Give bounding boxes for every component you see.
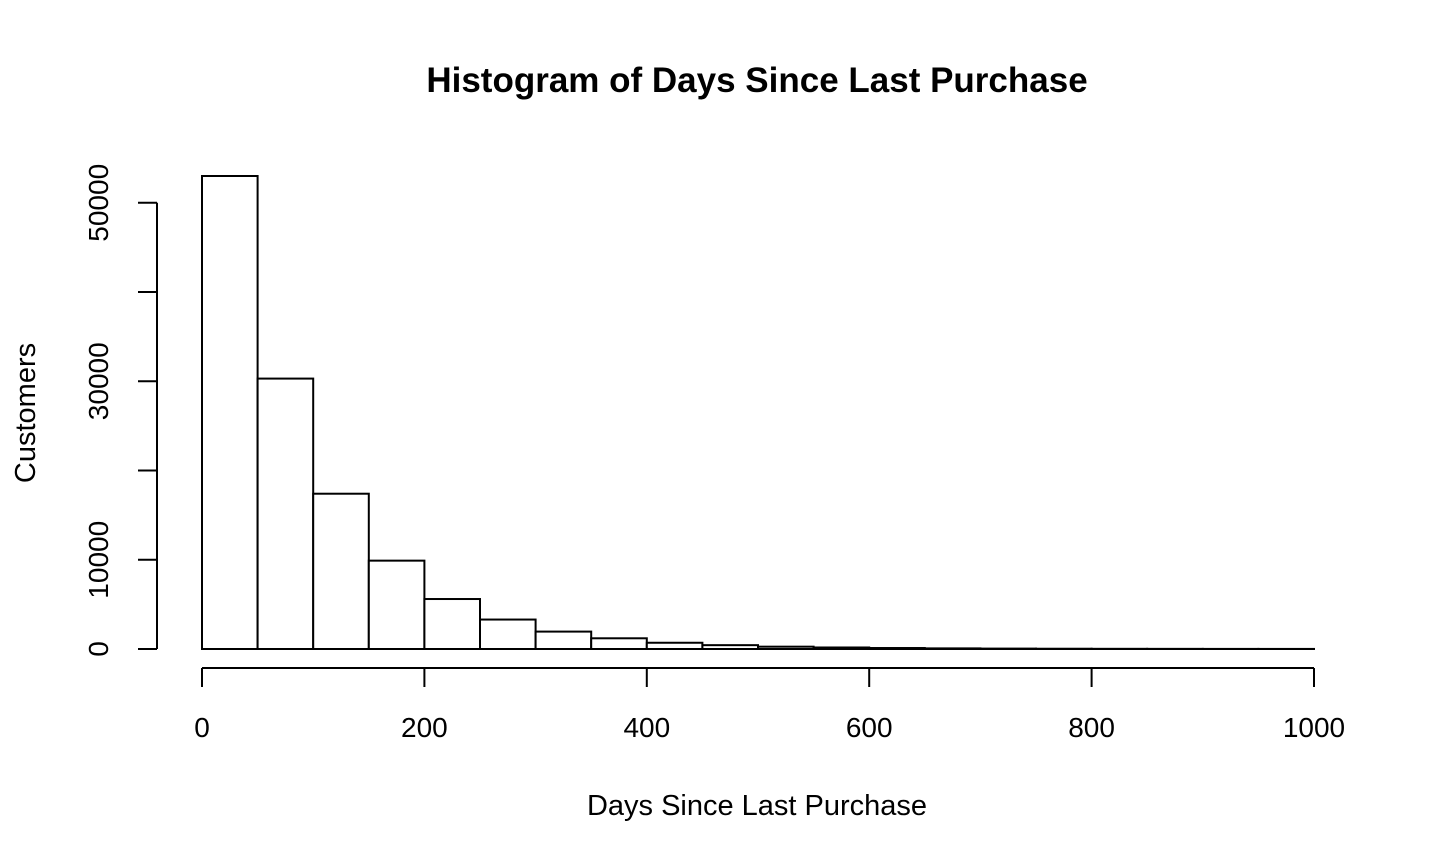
histogram-bar — [367, 559, 426, 650]
y-tick-label: 50000 — [83, 164, 114, 242]
y-tick-label: 0 — [83, 641, 114, 657]
histogram-bar — [868, 647, 926, 651]
y-tick-label: 30000 — [83, 342, 114, 420]
x-axis: 0 200 400 600 800 1000 — [194, 667, 1345, 743]
histogram-bar — [256, 377, 315, 650]
x-tick-label: 600 — [846, 712, 893, 743]
x-tick-label: 1000 — [1283, 712, 1345, 743]
y-tick-label: 10000 — [83, 521, 114, 599]
histogram-bar — [479, 618, 537, 651]
histogram-bar — [534, 630, 593, 650]
bars-group — [201, 175, 1316, 651]
histogram-bar — [590, 637, 648, 651]
histogram-bar — [812, 646, 871, 651]
y-axis-title: Customers — [10, 343, 42, 483]
x-tick-label: 200 — [401, 712, 448, 743]
histogram-bar — [757, 645, 815, 651]
histogram-bar — [201, 175, 259, 650]
histogram-bar — [701, 644, 760, 651]
histogram-bar — [312, 492, 370, 650]
y-axis: 0 10000 30000 50000 — [83, 164, 158, 657]
histogram-bar — [423, 598, 481, 651]
x-tick-label: 800 — [1068, 712, 1115, 743]
x-tick-label: 0 — [194, 712, 210, 743]
x-axis-title: Days Since Last Purchase — [587, 790, 927, 822]
histogram-bar — [923, 647, 982, 651]
chart-title: Histogram of Days Since Last Purchase — [426, 61, 1087, 100]
x-tick-label: 400 — [623, 712, 670, 743]
histogram-bar — [645, 641, 704, 650]
